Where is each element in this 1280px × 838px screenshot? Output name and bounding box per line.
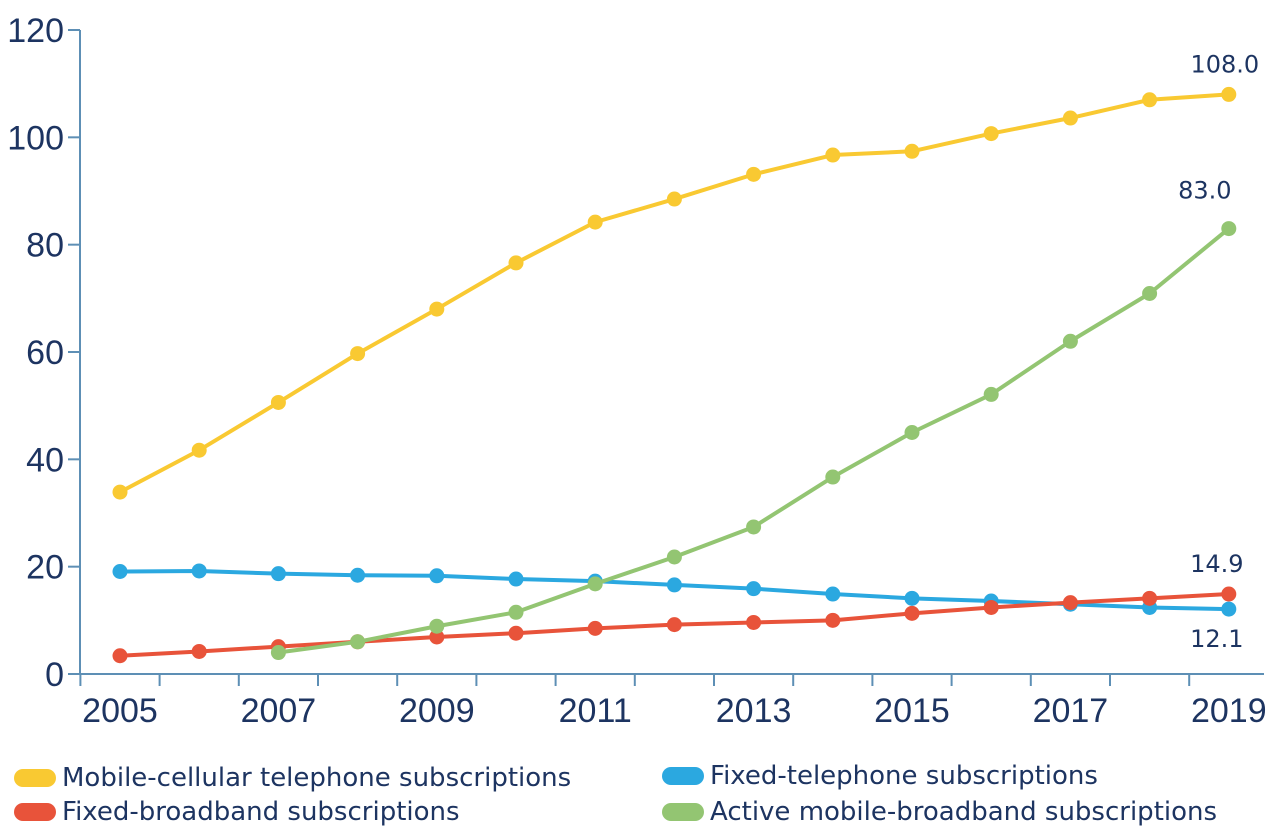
series-3 (270, 221, 1237, 661)
data-point (825, 612, 841, 628)
x-tick-label: 2007 (241, 692, 317, 730)
data-point (746, 166, 762, 182)
legend: Mobile-cellular telephone subscriptions … (0, 758, 1280, 838)
legend-label: Fixed-telephone subscriptions (710, 761, 1098, 791)
x-tick-label: 2005 (82, 692, 158, 730)
data-point (666, 191, 682, 207)
series-layer (112, 86, 1237, 664)
data-point (1221, 586, 1237, 602)
data-point (666, 617, 682, 633)
data-point (825, 469, 841, 485)
data-point (587, 620, 603, 636)
legend-item-mobile-cellular: Mobile-cellular telephone subscriptions (14, 760, 571, 796)
legend-label: Fixed-broadband subscriptions (62, 797, 460, 827)
data-point (904, 605, 920, 621)
data-point (191, 643, 207, 659)
end-value-label: 14.9 (1190, 550, 1243, 578)
data-point (270, 645, 286, 661)
legend-swatch (14, 803, 56, 821)
data-point (983, 126, 999, 142)
legend-label: Mobile-cellular telephone subscriptions (62, 763, 572, 793)
data-point (508, 604, 524, 620)
x-tick-label: 2009 (399, 692, 475, 730)
data-point (1221, 221, 1237, 237)
legend-swatch (662, 767, 704, 785)
data-point (1062, 110, 1078, 126)
data-point (1062, 595, 1078, 611)
series-0 (112, 86, 1237, 500)
end-value-label: 83.0 (1178, 177, 1231, 205)
data-point (587, 576, 603, 592)
data-point (1142, 92, 1158, 108)
data-point (429, 301, 445, 317)
data-point (508, 625, 524, 641)
data-point (746, 519, 762, 535)
data-point (429, 629, 445, 645)
data-point (904, 425, 920, 440)
y-tick-label: 80 (26, 227, 64, 265)
data-point (1221, 601, 1237, 617)
y-tick-label: 60 (26, 334, 64, 372)
legend-item-fixed-broadband: Fixed-broadband subscriptions (14, 794, 460, 830)
data-point (983, 386, 999, 402)
data-point (508, 255, 524, 271)
data-point (112, 484, 128, 500)
x-tick-label: 2017 (1033, 692, 1109, 730)
data-point (1221, 86, 1237, 102)
y-tick-label: 100 (7, 119, 64, 157)
data-point (983, 599, 999, 615)
data-point (112, 563, 128, 579)
legend-swatch (14, 769, 56, 787)
legend-item-active-mobile-broadband: Active mobile-broadband subscriptions (662, 794, 1217, 830)
x-tick-label: 2011 (559, 692, 632, 730)
data-point (429, 568, 445, 584)
data-point (746, 614, 762, 630)
data-point (429, 618, 445, 634)
y-tick-label: 40 (26, 441, 64, 479)
data-point (350, 567, 366, 583)
end-value-label: 108.0 (1190, 50, 1259, 78)
x-tick-label: 2019 (1191, 692, 1267, 730)
data-point (1062, 333, 1078, 349)
data-point (350, 346, 366, 362)
y-tick-label: 120 (7, 12, 64, 50)
data-point (191, 442, 207, 458)
legend-swatch (662, 803, 704, 821)
data-point (746, 581, 762, 597)
data-point (666, 549, 682, 565)
data-point (270, 394, 286, 410)
data-point (587, 214, 603, 230)
data-point (904, 143, 920, 159)
data-point (191, 563, 207, 579)
line-chart: 0 20 40 60 80 100 120 2005 2007 2009 2011 2013 2015 2… (7, 12, 1266, 730)
data-point (904, 590, 920, 606)
y-tick-label: 20 (26, 549, 64, 587)
legend-label: Active mobile-broadband subscriptions (710, 797, 1218, 827)
data-point (1142, 286, 1158, 302)
data-point (825, 586, 841, 602)
legend-item-fixed-telephone: Fixed-telephone subscriptions (662, 758, 1098, 794)
data-point (270, 566, 286, 582)
y-tick-label: 0 (45, 656, 64, 694)
data-point (1142, 590, 1158, 606)
data-point (350, 634, 366, 650)
data-point (666, 577, 682, 593)
data-labels: 108.0 12.1 14.9 83.0 (1178, 50, 1259, 653)
x-tick-label: 2015 (874, 692, 950, 730)
data-point (825, 147, 841, 163)
axes: 0 20 40 60 80 100 120 2005 2007 2009 2011 2013 2015 2… (7, 12, 1266, 730)
data-point (508, 571, 524, 587)
end-value-label: 12.1 (1190, 625, 1243, 653)
series-line (118, 92, 1231, 495)
x-tick-label: 2013 (716, 692, 792, 730)
data-point (112, 648, 128, 664)
